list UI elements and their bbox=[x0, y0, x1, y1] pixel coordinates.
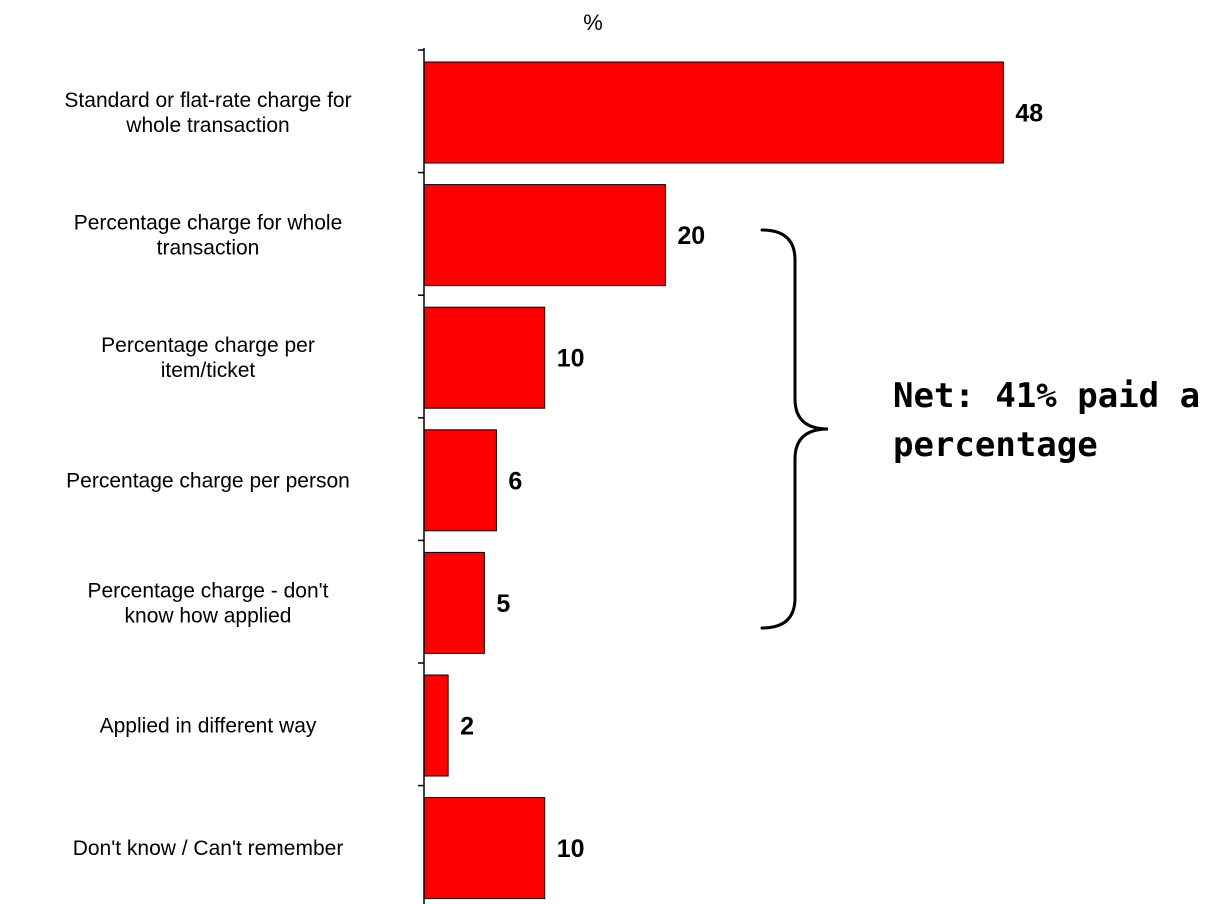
value-label: 2 bbox=[460, 713, 474, 741]
value-label: 6 bbox=[508, 467, 522, 495]
category-label: Don't know / Can't remember bbox=[73, 837, 344, 860]
net-percentage-annotation: Net: 41% paid a percentage bbox=[893, 376, 1200, 465]
bar bbox=[423, 306, 546, 409]
category-label: Percentage charge - don't know how applie… bbox=[88, 579, 329, 627]
unit-label: % bbox=[583, 10, 603, 35]
category-labels: Standard or flat-rate charge for whole tr… bbox=[64, 89, 351, 860]
bars-group bbox=[423, 61, 1004, 900]
value-label: 48 bbox=[1015, 100, 1043, 128]
category-label: Percentage charge per item/ticket bbox=[101, 334, 315, 382]
bar bbox=[423, 551, 485, 654]
bar bbox=[423, 674, 449, 777]
value-label: 10 bbox=[557, 835, 585, 863]
bar bbox=[423, 61, 1004, 164]
category-axis bbox=[418, 48, 425, 904]
bar bbox=[423, 429, 497, 532]
category-label: Percentage charge for whole transaction bbox=[74, 212, 343, 260]
category-label: Standard or flat-rate charge for whole tr… bbox=[64, 89, 351, 137]
value-label: 20 bbox=[677, 222, 705, 250]
value-label: 10 bbox=[557, 345, 585, 373]
category-label: Applied in different way bbox=[100, 715, 317, 738]
bar bbox=[423, 184, 666, 287]
bar bbox=[423, 797, 546, 900]
value-label: 5 bbox=[496, 590, 510, 618]
category-label: Percentage charge per person bbox=[66, 469, 350, 492]
value-labels: 48 20 10 6 5 2 10 bbox=[460, 100, 1043, 864]
bracket-brace bbox=[760, 228, 829, 630]
